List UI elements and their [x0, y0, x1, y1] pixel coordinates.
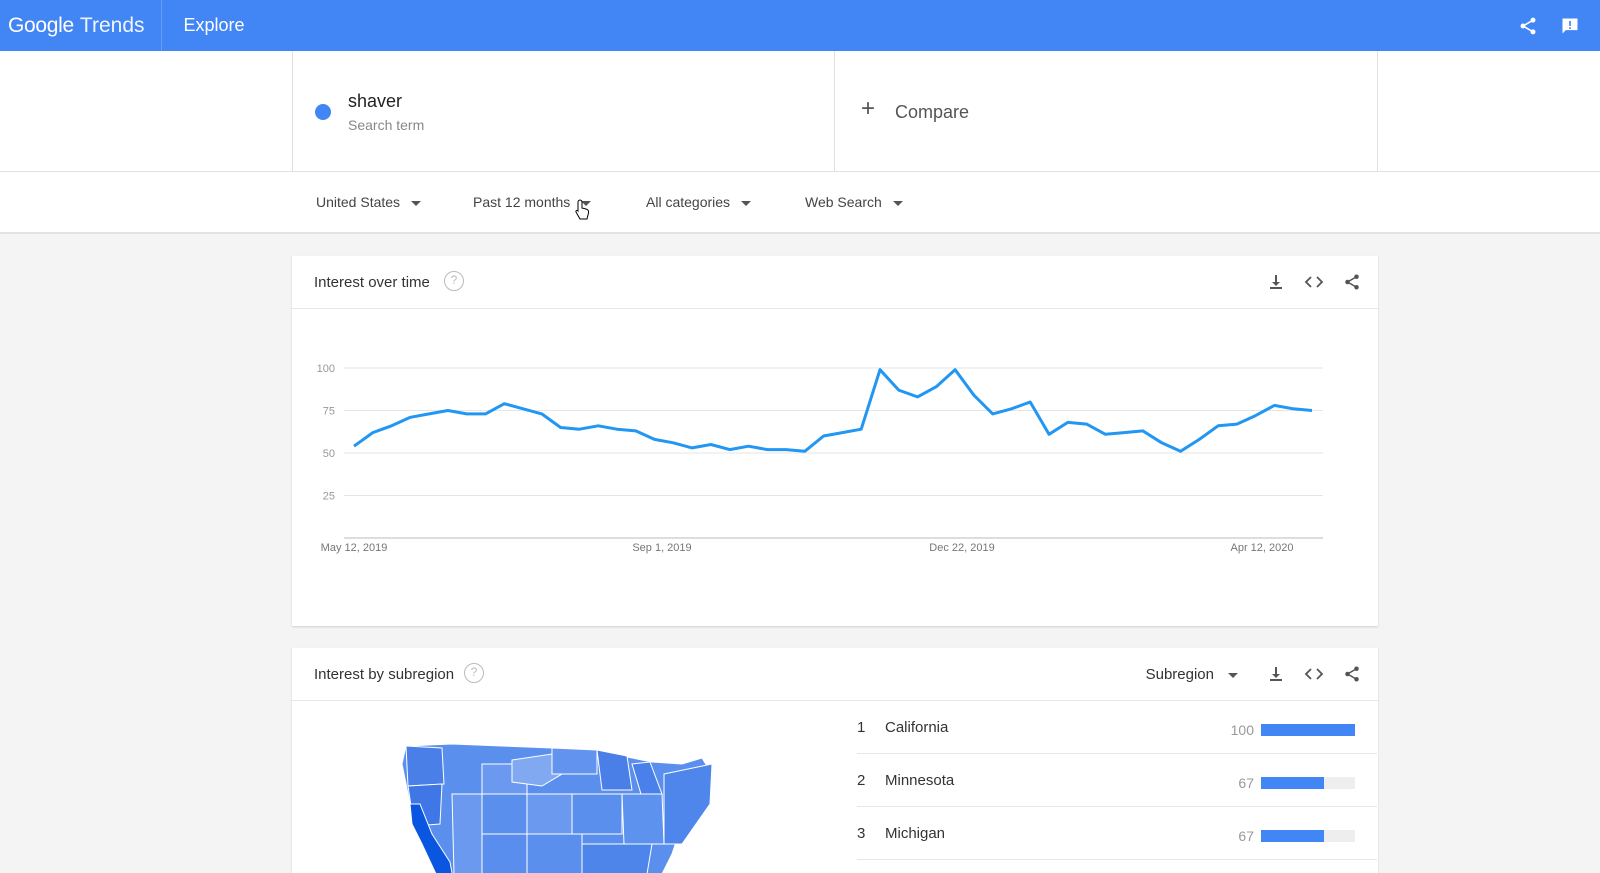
subregion-row[interactable]: 2 Minnesota 67 — [857, 754, 1377, 807]
chevron-down-icon — [741, 200, 752, 206]
subregion-bar-fill — [1261, 830, 1324, 842]
feedback-icon[interactable] — [1558, 14, 1582, 38]
x-tick-label: Dec 22, 2019 — [929, 542, 994, 554]
embed-icon[interactable] — [1302, 662, 1326, 686]
compare-label: Compare — [895, 102, 970, 122]
chevron-down-icon — [892, 200, 903, 206]
search-terms-panel: shaver Search term + Compare — [0, 51, 1600, 172]
download-icon[interactable] — [1264, 270, 1288, 294]
rank-number: 2 — [857, 772, 866, 789]
help-icon[interactable]: ? — [444, 271, 464, 291]
y-tick-label: 50 — [323, 448, 335, 460]
add-icon: + — [861, 95, 876, 122]
subregion-bar-fill — [1261, 777, 1324, 789]
page-section-title: Explore — [183, 15, 245, 35]
search-type-dropdown[interactable]: Web Search — [805, 194, 903, 210]
logo-google-text: Google — [8, 13, 74, 37]
search-type-label: Web Search — [805, 194, 882, 210]
card-title: Interest over time — [314, 274, 430, 291]
x-tick-label: Sep 1, 2019 — [632, 542, 691, 554]
share-icon[interactable] — [1340, 662, 1364, 686]
series-line[interactable] — [353, 368, 1313, 453]
chevron-down-icon — [1228, 673, 1238, 678]
chevron-down-icon — [581, 200, 592, 206]
subregion-name[interactable]: Michigan — [885, 825, 946, 842]
term-color-dot — [315, 104, 331, 120]
download-icon[interactable] — [1264, 662, 1288, 686]
subregion-bar — [1261, 777, 1355, 789]
card-title: Interest by subregion — [314, 666, 455, 683]
interest-by-subregion-card: Interest by subregion ? Subregion — [292, 648, 1378, 873]
share-icon[interactable] — [1340, 270, 1364, 294]
region-label: United States — [316, 194, 401, 210]
compare-card[interactable]: + Compare — [835, 51, 1378, 172]
x-tick-label: Apr 12, 2020 — [1231, 542, 1294, 554]
card-header: Interest over time ? — [292, 256, 1378, 309]
share-icon[interactable] — [1516, 14, 1540, 38]
subregion-bar-fill — [1261, 724, 1355, 736]
category-label: All categories — [646, 194, 731, 210]
subregion-row[interactable]: 1 California 100 — [857, 701, 1377, 754]
mouse-cursor-icon — [575, 199, 590, 220]
region-dropdown[interactable]: United States — [316, 194, 422, 210]
subregion-name[interactable]: Minnesota — [885, 772, 955, 789]
chevron-down-icon — [411, 200, 422, 206]
rank-number: 3 — [857, 825, 866, 842]
search-term-name[interactable]: shaver — [348, 91, 403, 111]
subregion-row[interactable]: 3 Michigan 67 — [857, 807, 1377, 860]
category-dropdown[interactable]: All categories — [646, 194, 752, 210]
subregion-bar — [1261, 830, 1355, 842]
us-subregion-map[interactable] — [392, 734, 752, 873]
time-range-label: Past 12 months — [473, 194, 571, 210]
subregion-bar — [1261, 724, 1355, 736]
x-tick-label: May 12, 2019 — [321, 542, 388, 554]
logo-trends-text: Trends — [79, 13, 145, 37]
search-term-type: Search term — [348, 117, 425, 133]
rank-number: 1 — [857, 719, 866, 736]
interest-line-chart: 100 75 50 25 May 12, 2019 Sep 1, 2019 Dec 22, … — [317, 363, 1323, 554]
embed-icon[interactable] — [1302, 270, 1326, 294]
top-app-bar: Google Trends Explore — [0, 0, 1600, 51]
google-trends-logo[interactable]: Google Trends — [0, 0, 162, 51]
help-icon[interactable]: ? — [464, 663, 484, 683]
y-tick-label: 75 — [323, 406, 335, 418]
subregion-value: 100 — [1230, 722, 1254, 738]
filter-bar: United States Past 12 months All categor… — [0, 172, 1600, 234]
y-tick-label: 25 — [323, 491, 335, 503]
card-header: Interest by subregion ? Subregion — [292, 648, 1378, 701]
resolution-label: Subregion — [1145, 666, 1214, 683]
subregion-value: 67 — [1238, 828, 1254, 844]
interest-over-time-card: Interest over time ? 100 75 50 25 May 12, 20… — [292, 256, 1378, 626]
resolution-dropdown[interactable]: Subregion — [1146, 666, 1238, 683]
time-range-dropdown[interactable]: Past 12 months — [473, 194, 592, 210]
y-tick-label: 100 — [317, 363, 335, 375]
search-term-card[interactable]: shaver Search term — [292, 51, 835, 172]
subregion-value: 67 — [1238, 775, 1254, 791]
subregion-name[interactable]: California — [885, 719, 949, 736]
